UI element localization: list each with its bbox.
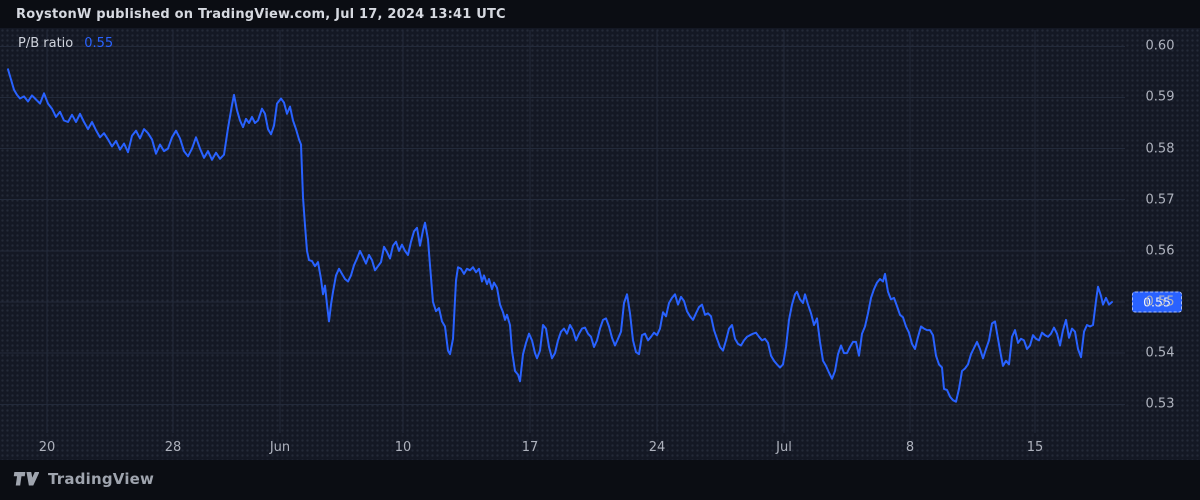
price-tick-label: 0.56	[1145, 243, 1175, 259]
price-tick-label: 0.60	[1145, 38, 1175, 54]
attribution-bar: RoystonW published on TradingView.com, J…	[0, 0, 1200, 28]
time-tick-label: 17	[521, 440, 539, 455]
series-last-value: 0.55	[84, 36, 114, 51]
attribution-text: RoystonW published on TradingView.com, J…	[16, 7, 506, 22]
time-tick-label: 28	[164, 440, 182, 455]
tradingview-logo-icon[interactable]	[12, 471, 39, 487]
price-tick-label: 0.55	[1145, 294, 1175, 310]
chart-widget: P/B ratio 0.55 0.55 0.60 0.59 0.58 0.57 0.56 0…	[0, 28, 1200, 460]
time-tick-label: 20	[38, 440, 56, 455]
time-tick-label: Jun	[269, 440, 291, 455]
price-tick-label: 0.54	[1145, 345, 1175, 361]
time-tick-label: 24	[648, 440, 666, 455]
price-scale[interactable]: 0.55 0.60 0.59 0.58 0.57 0.56 0.55 0.54 0.53	[1125, 28, 1200, 460]
last-price-badge: 0.55	[1132, 291, 1182, 313]
time-tick-label: 15	[1026, 440, 1044, 455]
time-tick-label: 8	[905, 440, 915, 455]
price-tick-label: 0.57	[1145, 192, 1175, 208]
legend: P/B ratio 0.55	[18, 36, 113, 51]
plot-svg[interactable]	[0, 28, 1200, 460]
series-title[interactable]: P/B ratio	[18, 36, 74, 51]
price-tick-label: 0.59	[1145, 89, 1175, 105]
price-line-series	[7, 68, 1113, 403]
time-tick-label: Jul	[776, 440, 792, 455]
time-tick-label: 10	[394, 440, 412, 455]
footer: TradingView	[12, 460, 154, 498]
tradingview-brand-text[interactable]: TradingView	[48, 470, 155, 488]
time-scale[interactable]: 20 28 Jun 10 17 24 Jul 8 15	[0, 434, 1200, 460]
price-tick-label: 0.53	[1145, 396, 1175, 412]
price-tick-label: 0.58	[1145, 141, 1175, 157]
